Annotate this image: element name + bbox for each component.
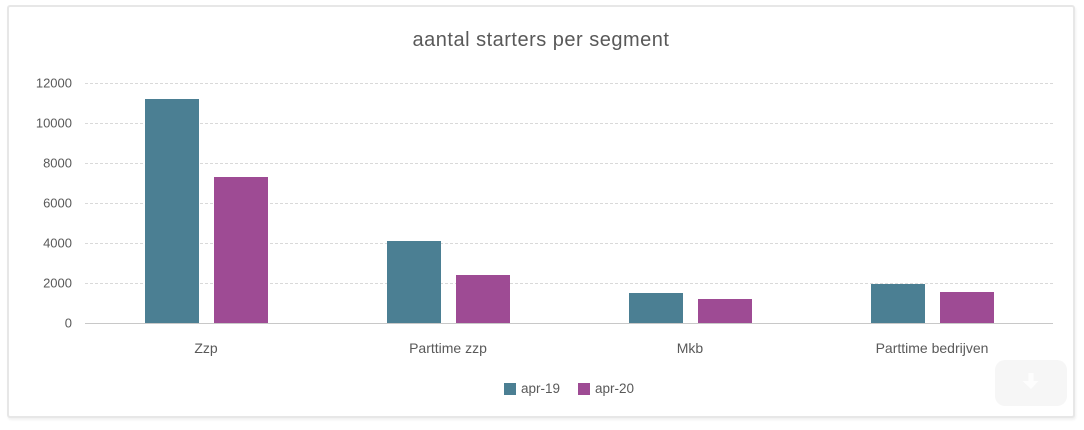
legend-item-apr-19: apr-19 bbox=[503, 381, 560, 396]
scroll-down-button[interactable] bbox=[995, 360, 1067, 406]
gridline-10000 bbox=[85, 122, 1053, 124]
down-arrow-icon bbox=[1020, 371, 1042, 396]
plot-area bbox=[85, 83, 1053, 324]
bar-apr-20-zzp bbox=[213, 177, 268, 323]
gridline-8000 bbox=[85, 162, 1053, 164]
bar-group-parttime-zzp bbox=[327, 83, 569, 323]
legend-swatch-icon bbox=[578, 382, 590, 395]
legend-label: apr-19 bbox=[520, 381, 560, 396]
y-axis: 0 2000 4000 6000 8000 10000 12000 bbox=[9, 76, 72, 331]
legend: apr-19 apr-20 bbox=[85, 381, 1053, 396]
legend-swatch-icon bbox=[503, 382, 516, 395]
legend-label: apr-20 bbox=[595, 381, 635, 396]
bar-apr-20-mkb bbox=[697, 299, 752, 323]
bar-apr-19-parttime-zzp bbox=[386, 241, 441, 323]
bar-group-mkb bbox=[569, 83, 811, 323]
y-tick-label-8000: 8000 bbox=[43, 155, 72, 171]
y-tick-label-2000: 2000 bbox=[43, 275, 72, 291]
x-tick-label-parttime-bedrijven: Parttime bedrijven bbox=[875, 340, 989, 356]
y-tick-label-12000: 12000 bbox=[35, 75, 72, 91]
gridline-4000 bbox=[85, 242, 1053, 244]
legend-item-apr-20: apr-20 bbox=[578, 381, 634, 396]
bar-apr-19-zzp bbox=[144, 99, 199, 323]
x-tick-label-zzp: Zzp bbox=[194, 340, 218, 356]
gridline-2000 bbox=[85, 283, 1053, 284]
y-tick-label-4000: 4000 bbox=[43, 235, 72, 251]
bar-group-zzp bbox=[85, 83, 327, 323]
bar-groups bbox=[85, 83, 1053, 323]
x-tick-label-parttime-zzp: Parttime zzp bbox=[409, 340, 487, 356]
chart-widget: aantal starters per segment 0 2000 4000 600… bbox=[7, 5, 1075, 418]
bar-apr-20-parttime-zzp bbox=[455, 275, 510, 323]
bar-group-parttime-bedrijven bbox=[811, 83, 1053, 323]
x-tick-label-mkb: Mkb bbox=[676, 340, 704, 356]
y-tick-label-6000: 6000 bbox=[43, 195, 72, 211]
x-axis: Zzp Parttime zzp Mkb Parttime bedrijven bbox=[85, 340, 1053, 356]
gridline-0 bbox=[85, 323, 1053, 324]
gridline-12000 bbox=[85, 83, 1053, 84]
bar-apr-20-parttime-bedrijven bbox=[939, 292, 994, 323]
y-tick-label-0: 0 bbox=[64, 315, 72, 331]
y-tick-label-10000: 10000 bbox=[35, 115, 72, 131]
gridline-6000 bbox=[85, 203, 1053, 204]
bar-apr-19-parttime-bedrijven bbox=[870, 284, 925, 323]
bar-apr-19-mkb bbox=[628, 293, 683, 323]
chart-title: aantal starters per segment bbox=[412, 29, 670, 51]
